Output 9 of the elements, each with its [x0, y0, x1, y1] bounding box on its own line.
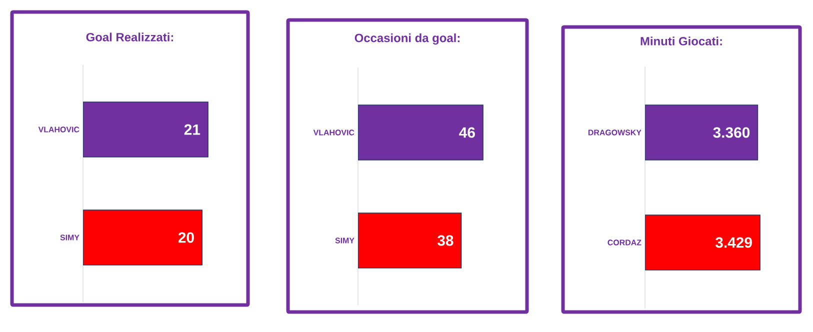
chart-title: Goal Realizzati: — [86, 32, 174, 42]
data-label: 46 — [459, 127, 475, 138]
data-label: 3.429 — [715, 237, 752, 248]
data-label: 3.360 — [713, 127, 750, 138]
chart-title: Minuti Giocati: — [640, 36, 722, 46]
data-label: 38 — [437, 235, 454, 246]
chart-title: Occasioni da goal: — [354, 33, 460, 45]
data-label: 21 — [184, 124, 200, 135]
data-label: 20 — [178, 232, 194, 243]
